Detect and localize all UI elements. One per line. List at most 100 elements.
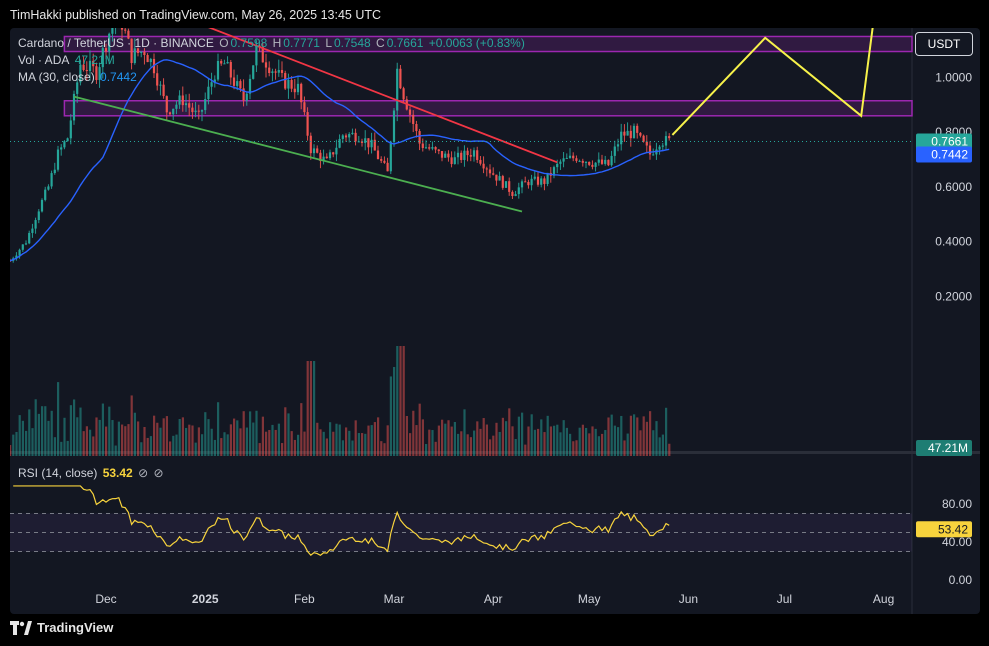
candle-body[interactable] (514, 194, 517, 196)
candle-body[interactable] (85, 69, 88, 72)
candle-body[interactable] (15, 255, 18, 259)
settings-icon[interactable]: ⊘ (153, 466, 164, 480)
candle-body[interactable] (607, 159, 610, 166)
candle-body[interactable] (540, 178, 543, 185)
candle-body[interactable] (143, 51, 146, 56)
candle-body[interactable] (268, 67, 271, 74)
candle-body[interactable] (664, 136, 668, 146)
downtrend-line[interactable] (112, 28, 558, 164)
candle-body[interactable] (47, 186, 50, 190)
candle-body[interactable] (303, 102, 306, 113)
candle-body[interactable] (242, 88, 245, 101)
candle-body[interactable] (88, 60, 92, 72)
candle-body[interactable] (476, 150, 479, 160)
candle-body[interactable] (264, 62, 268, 68)
candle-body[interactable] (149, 58, 152, 63)
candle-body[interactable] (111, 28, 114, 34)
candle-body[interactable] (408, 109, 412, 115)
candle-body[interactable] (380, 159, 383, 161)
candle-body[interactable] (40, 199, 44, 212)
candle-body[interactable] (287, 79, 290, 89)
candle-body[interactable] (24, 243, 28, 245)
candle-body[interactable] (421, 143, 424, 148)
candle-body[interactable] (661, 145, 664, 147)
candle-body[interactable] (223, 63, 226, 65)
candle-body[interactable] (572, 155, 575, 159)
candle-body[interactable] (453, 157, 456, 165)
candle-body[interactable] (527, 181, 530, 186)
candle-body[interactable] (469, 155, 472, 157)
candle-body[interactable] (133, 48, 136, 64)
candle-body[interactable] (370, 139, 373, 148)
candle-body[interactable] (309, 135, 312, 154)
candle-body[interactable] (533, 176, 536, 179)
candle-body[interactable] (220, 61, 223, 64)
candle-body[interactable] (354, 132, 357, 142)
candle-body[interactable] (162, 84, 165, 97)
candle-body[interactable] (338, 138, 341, 148)
candle-body[interactable] (668, 136, 671, 139)
candle-body[interactable] (341, 135, 344, 139)
candle-body[interactable] (575, 158, 578, 161)
candle-body[interactable] (56, 149, 60, 170)
candle-body[interactable] (248, 78, 252, 94)
candle-body[interactable] (79, 64, 82, 83)
candle-body[interactable] (348, 134, 351, 138)
candle-body[interactable] (255, 45, 258, 66)
candle-body[interactable] (613, 146, 616, 156)
candle-body[interactable] (642, 135, 645, 142)
candle-body[interactable] (376, 150, 380, 160)
candle-body[interactable] (383, 160, 386, 163)
candle-body[interactable] (600, 159, 604, 164)
candle-body[interactable] (37, 211, 40, 221)
projection-path[interactable] (671, 28, 883, 136)
candle-body[interactable] (34, 220, 37, 229)
candle-body[interactable] (450, 157, 453, 165)
candle-body[interactable] (434, 147, 437, 150)
candle-body[interactable] (402, 88, 405, 100)
candle-body[interactable] (194, 110, 197, 113)
candle-body[interactable] (239, 81, 242, 89)
candle-body[interactable] (620, 131, 623, 145)
candle-body[interactable] (44, 189, 47, 200)
candle-body[interactable] (447, 153, 450, 158)
candle-body[interactable] (156, 73, 159, 86)
candle-body[interactable] (319, 152, 322, 161)
candle-body[interactable] (293, 88, 296, 93)
candle-body[interactable] (50, 173, 53, 187)
candle-body[interactable] (556, 163, 559, 168)
candle-body[interactable] (72, 93, 76, 121)
candle-body[interactable] (300, 83, 303, 103)
candle-body[interactable] (344, 135, 348, 138)
candle-body[interactable] (428, 147, 431, 149)
candle-body[interactable] (463, 150, 466, 160)
candle-body[interactable] (184, 103, 188, 106)
candle-body[interactable] (351, 132, 354, 135)
footer-brand[interactable]: TradingView (10, 620, 113, 635)
candle-body[interactable] (626, 130, 629, 136)
candle-body[interactable] (431, 147, 434, 149)
candle-body[interactable] (213, 79, 216, 83)
candle-body[interactable] (232, 77, 236, 86)
candle-body[interactable] (418, 131, 421, 144)
candle-body[interactable] (588, 161, 591, 165)
candle-body[interactable] (658, 146, 661, 150)
candle-body[interactable] (517, 187, 520, 195)
candle-body[interactable] (639, 132, 642, 136)
candle-body[interactable] (482, 163, 485, 169)
candle-body[interactable] (604, 159, 607, 164)
candle-body[interactable] (578, 160, 581, 162)
candle-body[interactable] (306, 112, 309, 136)
candle-body[interactable] (236, 81, 239, 86)
candle-body[interactable] (597, 159, 600, 163)
candle-body[interactable] (546, 172, 549, 184)
candle-body[interactable] (437, 149, 440, 152)
candle-body[interactable] (95, 66, 98, 80)
candle-body[interactable] (536, 176, 540, 185)
candle-body[interactable] (460, 152, 463, 160)
candle-body[interactable] (146, 55, 149, 63)
candle-body[interactable] (210, 82, 213, 87)
candle-body[interactable] (274, 71, 277, 73)
candle-body[interactable] (101, 48, 104, 68)
candle-body[interactable] (488, 169, 492, 174)
